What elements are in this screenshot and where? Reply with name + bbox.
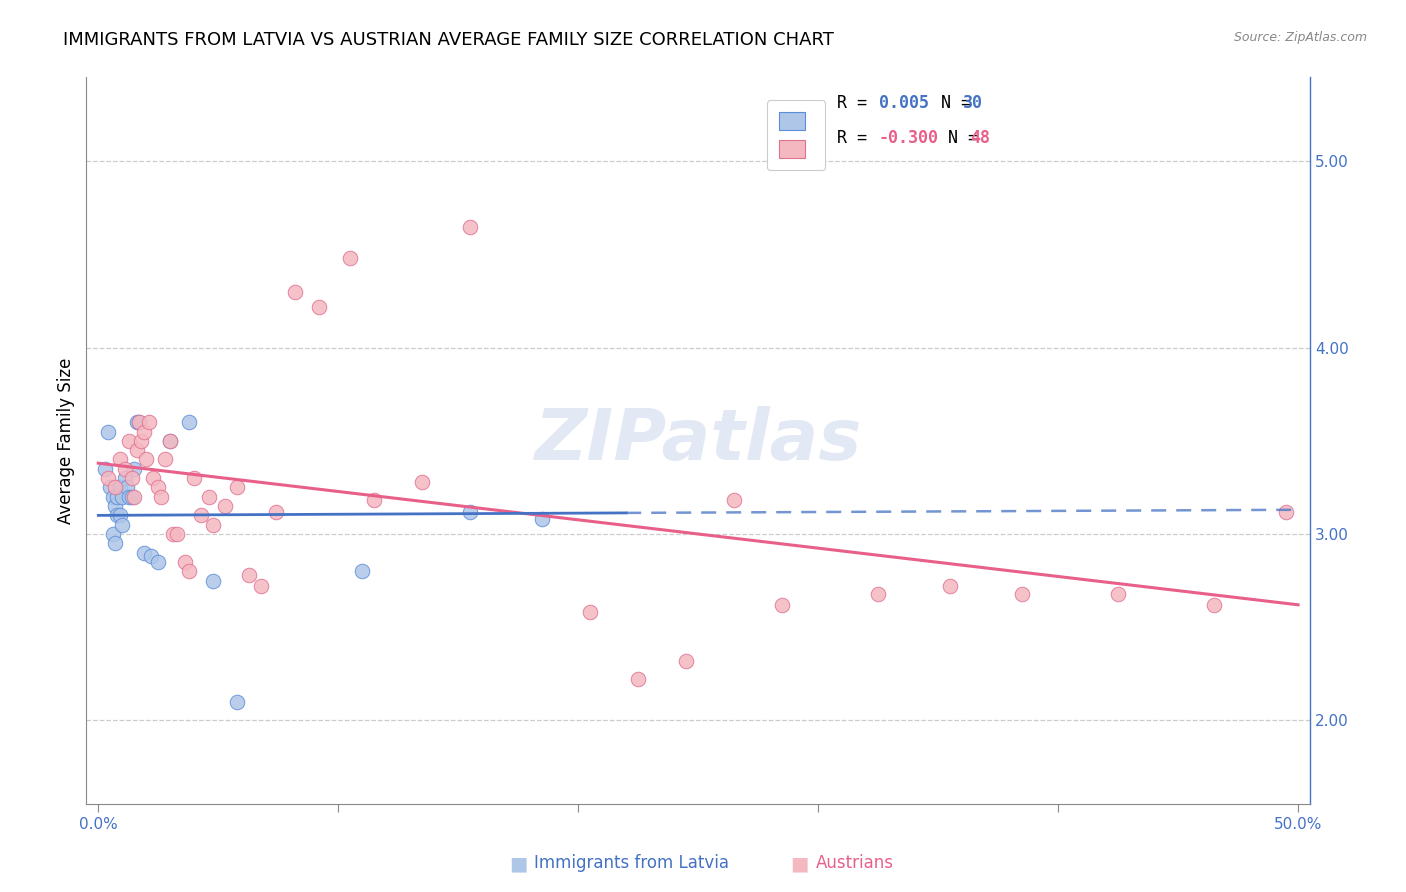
- Point: [214, 499, 236, 513]
- Point: [339, 251, 361, 265]
- Point: [723, 493, 745, 508]
- Point: [132, 546, 155, 560]
- Point: [531, 512, 554, 526]
- Point: [104, 499, 127, 513]
- Point: [159, 434, 181, 448]
- Point: [132, 425, 155, 439]
- Point: [202, 517, 225, 532]
- Point: [264, 505, 287, 519]
- Point: [121, 471, 143, 485]
- Point: [101, 527, 124, 541]
- Point: [868, 587, 890, 601]
- Point: [124, 462, 146, 476]
- Point: [142, 471, 165, 485]
- Point: [1011, 587, 1033, 601]
- Point: [111, 517, 134, 532]
- Point: [114, 471, 136, 485]
- Text: Immigrants from Latvia: Immigrants from Latvia: [534, 855, 730, 872]
- Point: [226, 695, 249, 709]
- Y-axis label: Average Family Size: Average Family Size: [58, 358, 75, 524]
- Point: [107, 490, 129, 504]
- Point: [183, 471, 205, 485]
- Point: [125, 443, 148, 458]
- Text: 0.005: 0.005: [879, 94, 929, 112]
- Point: [111, 490, 134, 504]
- Point: [1204, 598, 1226, 612]
- Point: [148, 480, 170, 494]
- Point: [363, 493, 385, 508]
- Legend: , : ,: [766, 100, 825, 170]
- Point: [770, 598, 793, 612]
- Point: [97, 471, 120, 485]
- Point: [173, 555, 195, 569]
- Point: [108, 508, 131, 523]
- Point: [114, 462, 136, 476]
- Point: [139, 549, 162, 564]
- Point: [104, 536, 127, 550]
- Text: R =: R =: [837, 129, 876, 147]
- Point: [107, 508, 129, 523]
- Text: Austrians: Austrians: [815, 855, 893, 872]
- Point: [94, 462, 117, 476]
- Point: [108, 480, 131, 494]
- Point: [308, 300, 330, 314]
- Point: [162, 527, 184, 541]
- Point: [118, 490, 141, 504]
- Text: ZIPatlas: ZIPatlas: [534, 407, 862, 475]
- Point: [675, 654, 697, 668]
- Point: [411, 475, 433, 489]
- Point: [124, 490, 146, 504]
- Text: 30: 30: [963, 94, 983, 112]
- Text: IMMIGRANTS FROM LATVIA VS AUSTRIAN AVERAGE FAMILY SIZE CORRELATION CHART: IMMIGRANTS FROM LATVIA VS AUSTRIAN AVERA…: [63, 31, 834, 49]
- Point: [128, 415, 150, 429]
- Point: [284, 285, 307, 299]
- Text: Source: ZipAtlas.com: Source: ZipAtlas.com: [1233, 31, 1367, 45]
- Point: [131, 434, 153, 448]
- Point: [1107, 587, 1129, 601]
- Point: [104, 480, 127, 494]
- Point: [190, 508, 212, 523]
- Point: [238, 568, 260, 582]
- Point: [250, 579, 273, 593]
- Point: [101, 490, 124, 504]
- Point: [159, 434, 181, 448]
- Point: [149, 490, 172, 504]
- Point: [458, 505, 481, 519]
- Text: ■: ■: [790, 854, 815, 873]
- Point: [108, 452, 131, 467]
- Text: R =: R =: [837, 94, 887, 112]
- Point: [202, 574, 225, 588]
- Point: [148, 555, 170, 569]
- Point: [458, 219, 481, 234]
- Text: 48: 48: [970, 129, 990, 147]
- Point: [135, 452, 157, 467]
- Point: [128, 415, 150, 429]
- Text: N =: N =: [921, 94, 981, 112]
- Point: [939, 579, 962, 593]
- Point: [579, 605, 602, 619]
- Point: [179, 564, 201, 578]
- Point: [166, 527, 188, 541]
- Point: [125, 415, 148, 429]
- Point: [121, 490, 143, 504]
- Point: [118, 434, 141, 448]
- Point: [197, 490, 219, 504]
- Text: N =: N =: [928, 129, 988, 147]
- Point: [155, 452, 177, 467]
- Point: [98, 480, 121, 494]
- Point: [97, 425, 120, 439]
- Point: [1275, 505, 1298, 519]
- Text: -0.300: -0.300: [879, 129, 939, 147]
- Point: [352, 564, 374, 578]
- Point: [138, 415, 160, 429]
- Point: [115, 480, 138, 494]
- Point: [179, 415, 201, 429]
- Point: [226, 480, 249, 494]
- Point: [627, 673, 650, 687]
- Text: ■: ■: [509, 854, 534, 873]
